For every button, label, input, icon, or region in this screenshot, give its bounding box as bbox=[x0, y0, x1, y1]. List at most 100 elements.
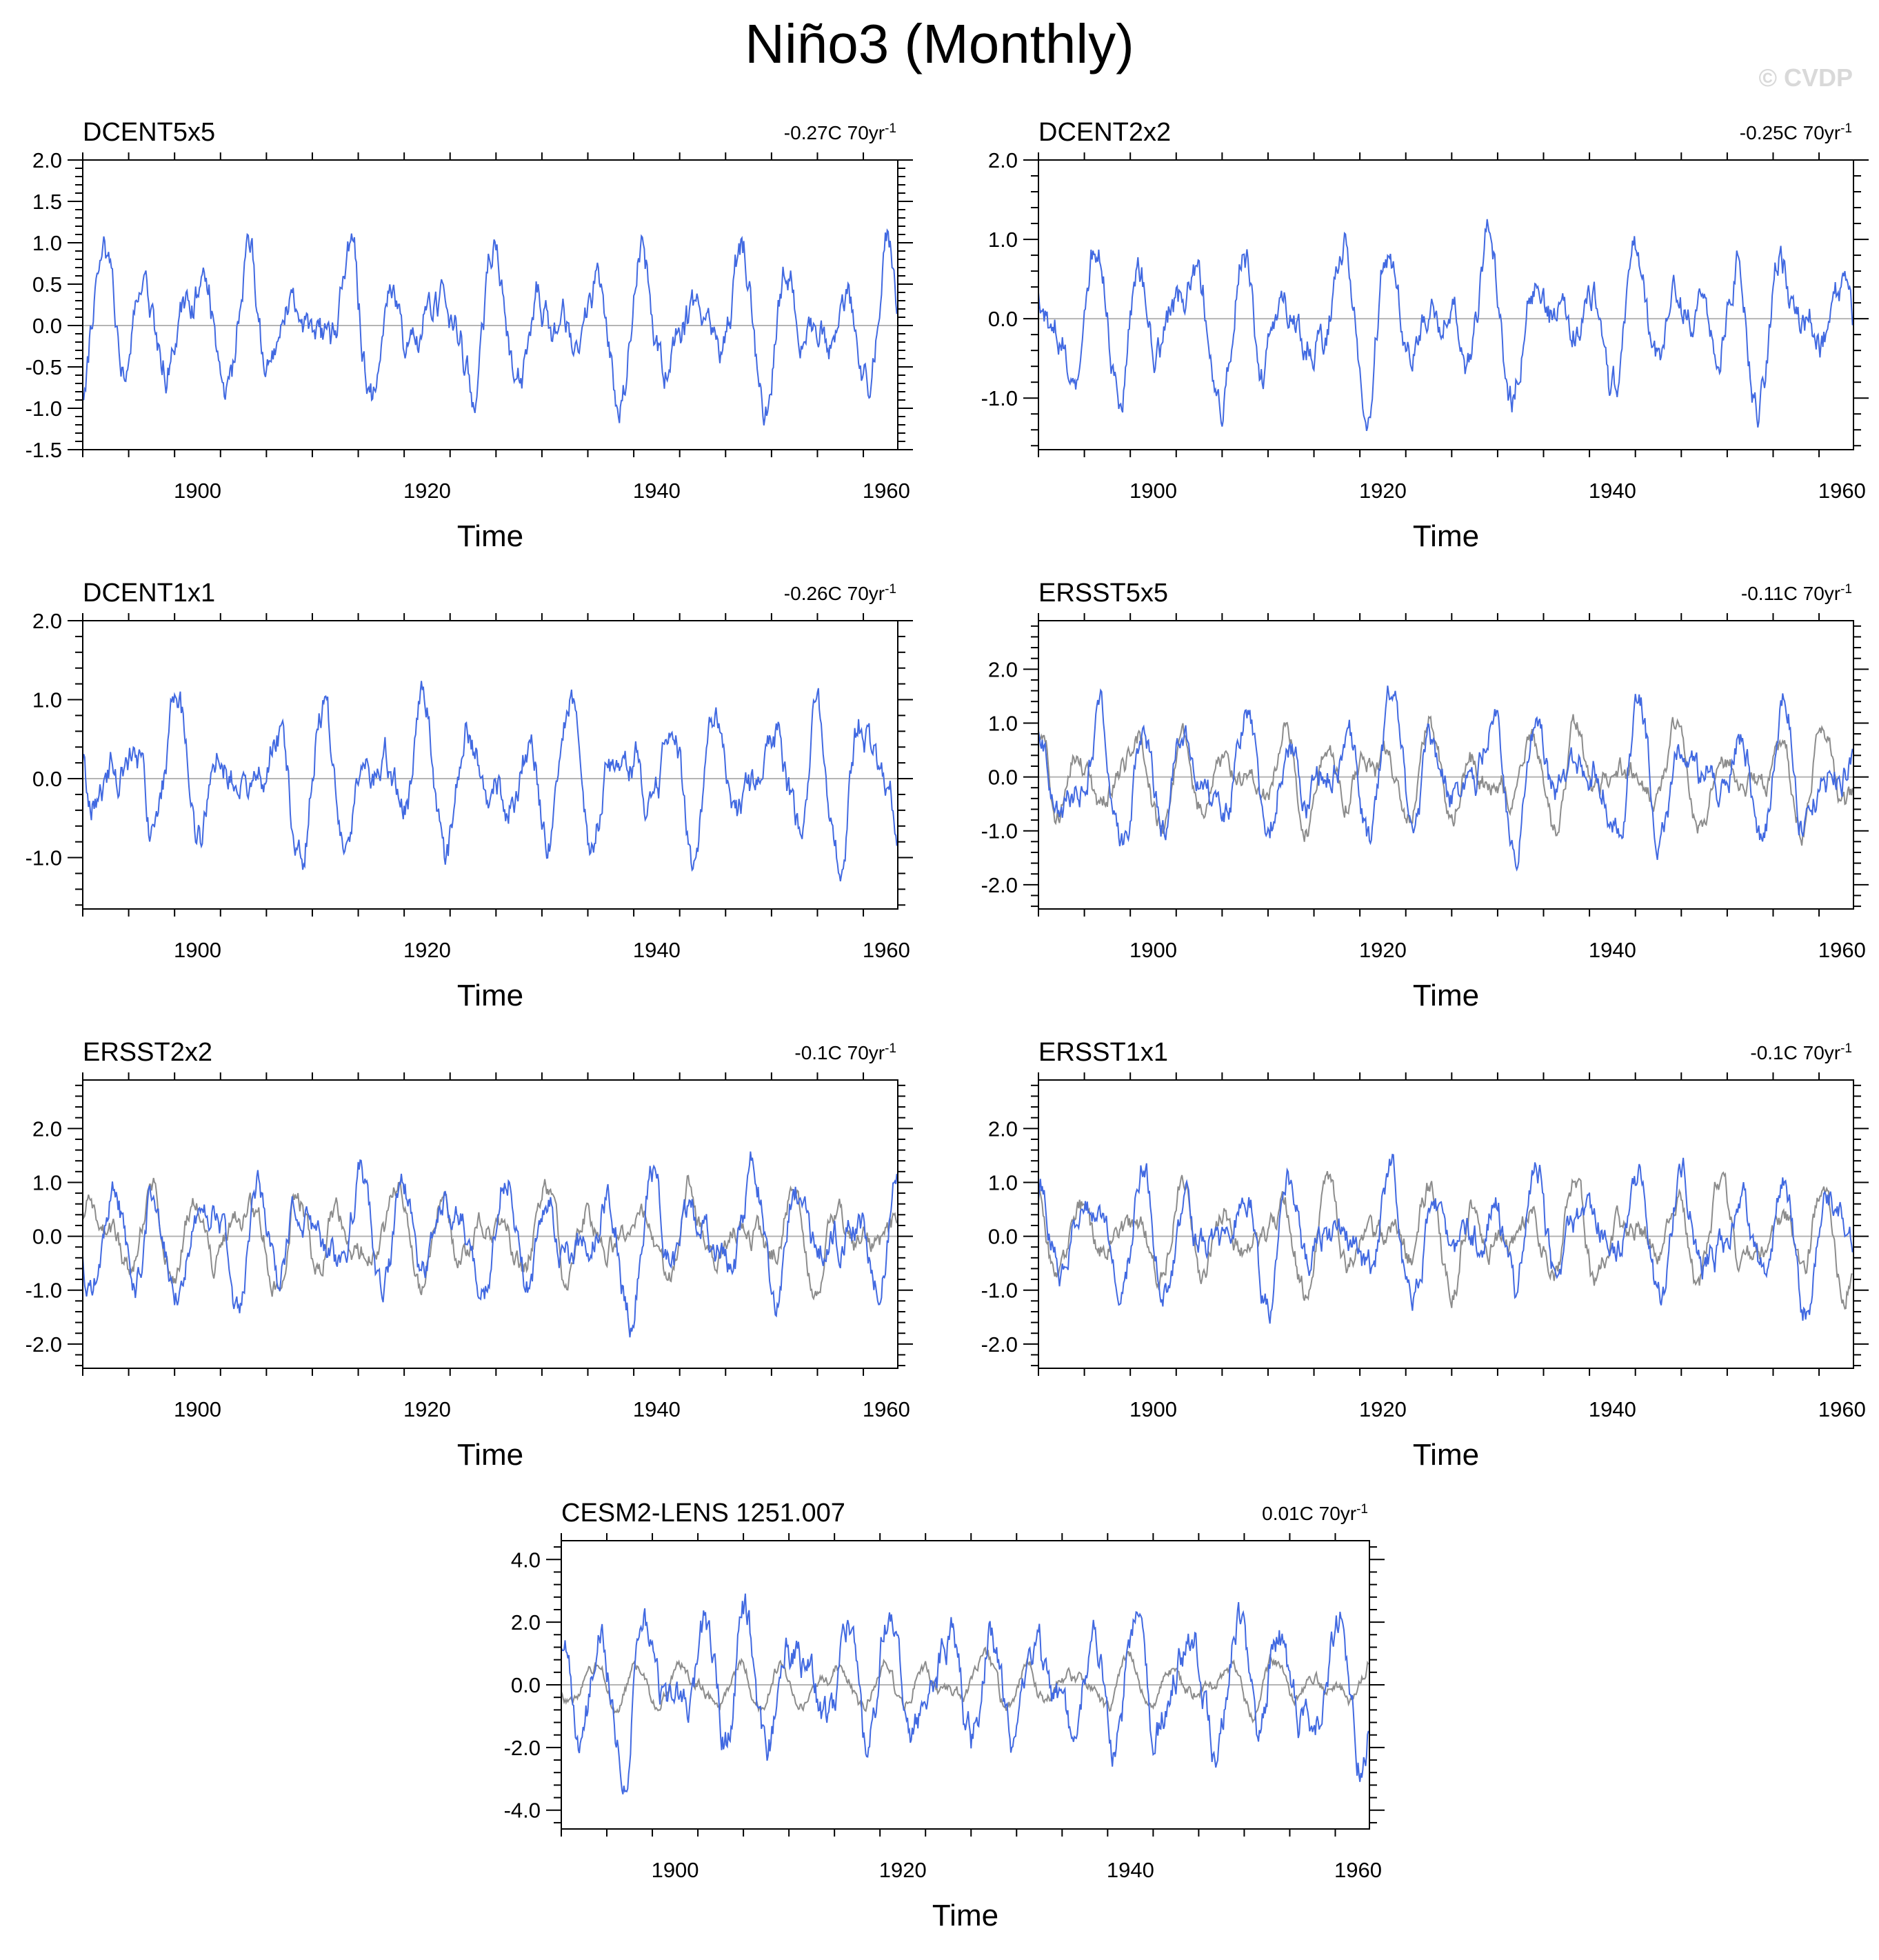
x-tick-label: 1960 bbox=[1818, 938, 1866, 962]
watermark: © CVDP bbox=[1758, 63, 1853, 92]
x-tick-label: 1960 bbox=[863, 1397, 910, 1421]
x-tick-label: 1960 bbox=[1818, 479, 1866, 503]
plot-frame bbox=[82, 159, 898, 450]
series-line-reference bbox=[1038, 1170, 1853, 1310]
series-line-dcent2x2 bbox=[1038, 219, 1853, 431]
trend-exponent: -1 bbox=[885, 1041, 896, 1056]
x-tick-label: 1920 bbox=[403, 479, 451, 503]
x-tick-label: 1900 bbox=[1129, 1397, 1177, 1421]
y-tick-label: 0.0 bbox=[511, 1673, 541, 1697]
y-tick-label: -1.0 bbox=[981, 819, 1018, 843]
y-tick-label: 0.0 bbox=[988, 307, 1018, 331]
x-axis-title: Time bbox=[457, 979, 523, 1012]
series-line-ersst2x2 bbox=[82, 1151, 898, 1338]
chart-5: ERSST1x1 -0.1C 70yr-1 -2.0 -1.0 0.0 1.0 2.0 190… bbox=[981, 1038, 1869, 1472]
x-axis-title: Time bbox=[457, 519, 523, 553]
y-tick-label: 0.5 bbox=[32, 272, 62, 297]
x-tick-label: 1940 bbox=[1589, 1397, 1636, 1421]
y-tick-label: 2.0 bbox=[32, 148, 62, 172]
x-tick-label: 1900 bbox=[652, 1858, 699, 1882]
y-tick-label: -1.0 bbox=[26, 1279, 62, 1303]
chart-2: DCENT1x1 -0.26C 70yr-1 -1.0 0.0 1.0 2.0 1900 19… bbox=[26, 579, 913, 1012]
y-tick-label: -4.0 bbox=[504, 1799, 541, 1823]
trend-exponent: -1 bbox=[1840, 121, 1852, 136]
trend-label: -0.27C 70yr-1 bbox=[784, 121, 896, 144]
y-tick-label: 0.0 bbox=[988, 766, 1018, 790]
y-tick-label: -0.5 bbox=[26, 355, 62, 379]
x-tick-label: 1960 bbox=[863, 479, 910, 503]
x-tick-label: 1920 bbox=[1359, 479, 1407, 503]
chart-1: DCENT2x2 -0.25C 70yr-1 -1.0 0.0 1.0 2.0 1900 19… bbox=[981, 118, 1869, 553]
y-tick-label: -1.0 bbox=[26, 846, 62, 870]
x-tick-label: 1900 bbox=[174, 938, 221, 962]
panel-title: CESM2-LENS 1251.007 bbox=[561, 1499, 845, 1528]
y-tick-label: 2.0 bbox=[988, 148, 1018, 172]
y-tick-label: 0.0 bbox=[988, 1225, 1018, 1249]
y-tick-label: 1.0 bbox=[32, 1170, 62, 1194]
series-line-dcent1x1 bbox=[82, 681, 898, 882]
y-tick-label: 2.0 bbox=[511, 1610, 541, 1634]
x-tick-label: 1920 bbox=[1359, 1397, 1407, 1421]
plot-frame bbox=[1038, 159, 1854, 450]
trend-exponent: -1 bbox=[1840, 582, 1852, 597]
chart-0: DCENT5x5 -0.27C 70yr-1 -1.5 -1.0 -0.5 0.0 0.5 1… bbox=[26, 118, 913, 553]
y-tick-label: -1.0 bbox=[981, 1279, 1018, 1303]
trend-label: -0.11C 70yr-1 bbox=[1741, 582, 1852, 605]
y-tick-label: 2.0 bbox=[32, 609, 62, 633]
series-line-ersst5x5 bbox=[1038, 686, 1853, 872]
x-tick-label: 1920 bbox=[879, 1858, 927, 1882]
x-tick-label: 1940 bbox=[1589, 938, 1636, 962]
x-tick-label: 1940 bbox=[633, 479, 681, 503]
x-axis-title: Time bbox=[932, 1899, 998, 1932]
x-axis-title: Time bbox=[1413, 1438, 1479, 1472]
x-tick-label: 1920 bbox=[403, 1397, 451, 1421]
series-line-ersst1x1 bbox=[1038, 1153, 1853, 1324]
panel-title: DCENT1x1 bbox=[83, 579, 215, 608]
y-tick-label: 1.0 bbox=[988, 228, 1018, 252]
chart-3: ERSST5x5 -0.11C 70yr-1 -2.0 -1.0 0.0 1.0 2.0 19… bbox=[981, 579, 1869, 1012]
y-tick-label: -1.0 bbox=[26, 397, 62, 421]
x-axis-title: Time bbox=[1413, 519, 1479, 553]
y-tick-label: -2.0 bbox=[26, 1332, 62, 1357]
trend-exponent: -1 bbox=[1356, 1502, 1368, 1517]
y-tick-label: 1.0 bbox=[32, 688, 62, 712]
series-line-cesm2-lens-1251-007 bbox=[561, 1593, 1369, 1794]
trend-label: 0.01C 70yr-1 bbox=[1262, 1502, 1368, 1525]
y-tick-label: 1.5 bbox=[32, 190, 62, 214]
plot-frame bbox=[1038, 620, 1854, 910]
trend-label: -0.25C 70yr-1 bbox=[1740, 121, 1852, 144]
trend-exponent: -1 bbox=[1840, 1041, 1852, 1056]
y-tick-label: -1.5 bbox=[26, 438, 62, 462]
x-tick-label: 1960 bbox=[863, 938, 910, 962]
y-tick-label: 2.0 bbox=[988, 1117, 1018, 1141]
y-tick-label: 2.0 bbox=[988, 657, 1018, 681]
series-line-reference bbox=[82, 1174, 898, 1301]
x-tick-label: 1900 bbox=[174, 1397, 221, 1421]
y-tick-label: -2.0 bbox=[504, 1736, 541, 1760]
series-line-dcent5x5 bbox=[82, 228, 898, 426]
trend-label: -0.1C 70yr-1 bbox=[794, 1041, 896, 1064]
series-line-reference bbox=[561, 1646, 1369, 1724]
panel-title: ERSST2x2 bbox=[83, 1038, 212, 1067]
panel-title: ERSST1x1 bbox=[1038, 1038, 1168, 1067]
x-tick-label: 1940 bbox=[1107, 1858, 1154, 1882]
x-tick-label: 1920 bbox=[1359, 938, 1407, 962]
y-tick-label: 0.0 bbox=[32, 1225, 62, 1249]
chart-6: CESM2-LENS 1251.007 0.01C 70yr-1 -4.0 -2.0 0… bbox=[504, 1499, 1385, 1932]
plot-frame bbox=[82, 1079, 898, 1369]
panel-title: DCENT5x5 bbox=[83, 118, 215, 147]
y-tick-label: -1.0 bbox=[981, 386, 1018, 410]
y-tick-label: 1.0 bbox=[988, 711, 1018, 735]
x-tick-label: 1940 bbox=[633, 938, 681, 962]
y-tick-label: 0.0 bbox=[32, 314, 62, 338]
x-axis-title: Time bbox=[457, 1438, 523, 1472]
x-tick-label: 1920 bbox=[403, 938, 451, 962]
trend-label: -0.1C 70yr-1 bbox=[1750, 1041, 1852, 1064]
plot-frame bbox=[82, 620, 898, 910]
panel-title: DCENT2x2 bbox=[1038, 118, 1171, 147]
panel-title: ERSST5x5 bbox=[1038, 579, 1168, 608]
x-tick-label: 1900 bbox=[1129, 479, 1177, 503]
page-title: Niño3 (Monthly) bbox=[745, 13, 1134, 74]
y-tick-label: 1.0 bbox=[32, 231, 62, 255]
x-axis-title: Time bbox=[1413, 979, 1479, 1012]
